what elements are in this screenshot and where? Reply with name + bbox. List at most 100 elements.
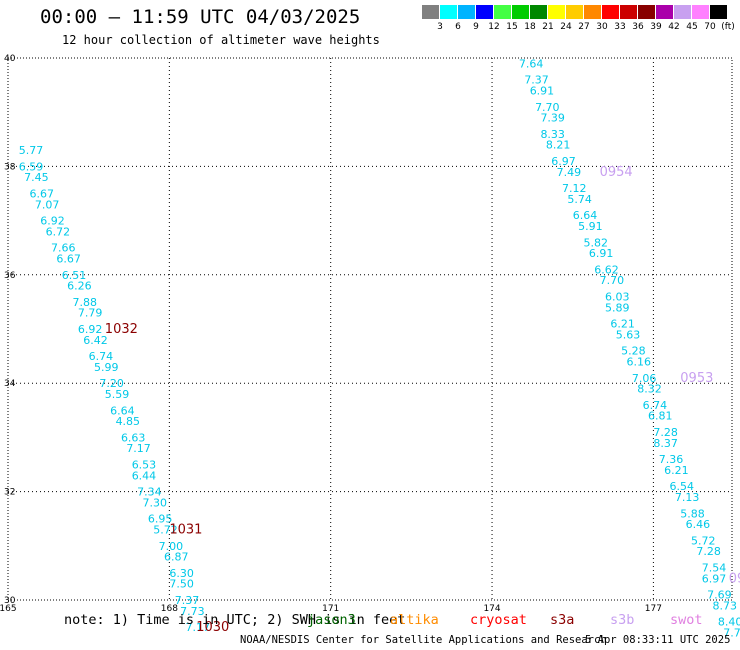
scale-label: 36: [632, 22, 644, 32]
y-tick-label: 36: [4, 271, 16, 281]
swh-point: 6.30: [169, 567, 194, 580]
color-swatch: [476, 5, 493, 19]
swh-point: 6.46: [686, 518, 711, 531]
color-swatch: [458, 5, 475, 19]
scale-label: 15: [506, 22, 518, 32]
swh-point: 7.88: [73, 296, 98, 309]
swh-point: 6.91: [530, 85, 555, 98]
satellite-altika: altika: [390, 612, 439, 628]
swh-point: 5.59: [105, 388, 130, 401]
color-swatch: [584, 5, 601, 19]
swh-point: 7.34: [137, 486, 162, 499]
units-note: note: 1) Time is in UTC; 2) SWH is in fe…: [64, 612, 406, 628]
y-tick-label: 34: [4, 379, 16, 389]
swh-point: 6.53: [132, 459, 157, 472]
scale-label: 27: [578, 22, 590, 32]
swh-point: 6.95: [148, 513, 173, 526]
color-swatch: [692, 5, 709, 19]
swh-point: 7.39: [540, 112, 565, 125]
color-swatch: [512, 5, 529, 19]
swh-point: 6.03: [605, 290, 630, 303]
color-swatch: [548, 5, 565, 19]
chart-subtitle: 12 hour collection of altimeter wave hei…: [62, 33, 380, 47]
swh-point: 7.20: [99, 377, 124, 390]
satellite-jason3: jason3: [307, 612, 356, 628]
chart-title: 00:00 – 11:59 UTC 04/03/2025: [40, 6, 361, 28]
swh-point: 5.63: [616, 328, 641, 341]
swh-point: 6.87: [164, 551, 189, 564]
swh-point: 8.32: [637, 383, 662, 396]
swh-point: 6.81: [648, 410, 673, 423]
y-tick-label: 30: [4, 596, 16, 606]
swh-point: 6.74: [643, 399, 668, 412]
swh-point: 6.54: [670, 480, 695, 493]
scale-label: 42: [668, 22, 680, 32]
swh-point: 6.42: [83, 334, 108, 347]
swh-point: 6.72: [46, 225, 70, 238]
swh-point: 7.70: [600, 274, 625, 287]
y-tick-label: 32: [4, 488, 15, 498]
swh-point: 6.64: [110, 404, 135, 417]
scale-unit: (ft): [721, 22, 735, 32]
swh-point: 8.37: [653, 437, 678, 450]
scale-label: 24: [560, 22, 572, 32]
swh-point: 6.26: [67, 280, 92, 293]
swh-point: 7.73: [180, 605, 205, 618]
swh-point: 6.21: [664, 464, 689, 477]
color-swatch: [566, 5, 583, 19]
swh-point: 6.62: [594, 263, 619, 276]
swh-point: 5.74: [567, 193, 592, 206]
swh-point: 6.21: [610, 318, 635, 331]
swh-point: 7.45: [24, 171, 49, 184]
swh-point: 5.89: [605, 301, 630, 314]
scale-label: 21: [542, 22, 554, 32]
footer-timestamp: 5 Apr 08:33:11 UTC 2025: [585, 634, 731, 646]
swh-point: 7.00: [159, 540, 184, 553]
swh-point: 6.59: [19, 160, 43, 173]
time-label: 0952: [729, 571, 740, 586]
swh-point: 7.30: [142, 496, 167, 509]
x-tick-label: 168: [161, 604, 178, 614]
swh-point: 7.07: [35, 198, 60, 211]
swh-point: 8.40: [718, 616, 740, 629]
scale-label: 45: [686, 22, 698, 32]
satellite-swot: swot: [670, 612, 703, 628]
scale-label: 30: [596, 22, 608, 32]
scale-label: 39: [650, 22, 662, 32]
swh-point: 7.49: [557, 166, 582, 179]
scale-label: 9: [473, 22, 479, 32]
swh-point: 7.17: [185, 621, 210, 634]
color-swatch: [494, 5, 511, 19]
x-tick-label: 177: [645, 604, 662, 614]
swh-point: 7.37: [175, 594, 200, 607]
time-label: 1030: [196, 620, 229, 635]
swh-point: 7.12: [562, 182, 587, 195]
scale-label: 3: [437, 22, 443, 32]
swh-point: 5.28: [621, 345, 646, 358]
scale-label: 18: [524, 22, 536, 32]
swh-point: 6.67: [56, 253, 81, 266]
swh-point: 6.74: [89, 350, 114, 363]
swh-point: 8.33: [540, 128, 565, 141]
scale-label: 70: [704, 22, 716, 32]
y-tick-label: 38: [4, 162, 16, 172]
color-swatch: [710, 5, 727, 19]
time-label: 1031: [169, 523, 202, 538]
swh-point: 6.97: [551, 155, 576, 168]
swh-point: 6.92: [40, 215, 65, 228]
swh-point: 5.72: [153, 524, 178, 537]
swh-point: 6.64: [573, 209, 598, 222]
swh-point: 8.21: [546, 139, 571, 152]
swh-point: 7.28: [653, 426, 678, 439]
swh-point: 6.97: [702, 572, 727, 585]
swh-point: 7.37: [524, 74, 549, 87]
swh-point: 5.77: [19, 144, 43, 157]
swh-point: 8.73: [713, 599, 738, 612]
scale-label: 33: [614, 22, 626, 32]
x-tick-label: 174: [483, 604, 500, 614]
swh-point: 7.70: [535, 101, 560, 114]
color-swatch: [530, 5, 547, 19]
scale-label: 12: [488, 22, 500, 32]
x-tick-label: 165: [0, 604, 17, 614]
